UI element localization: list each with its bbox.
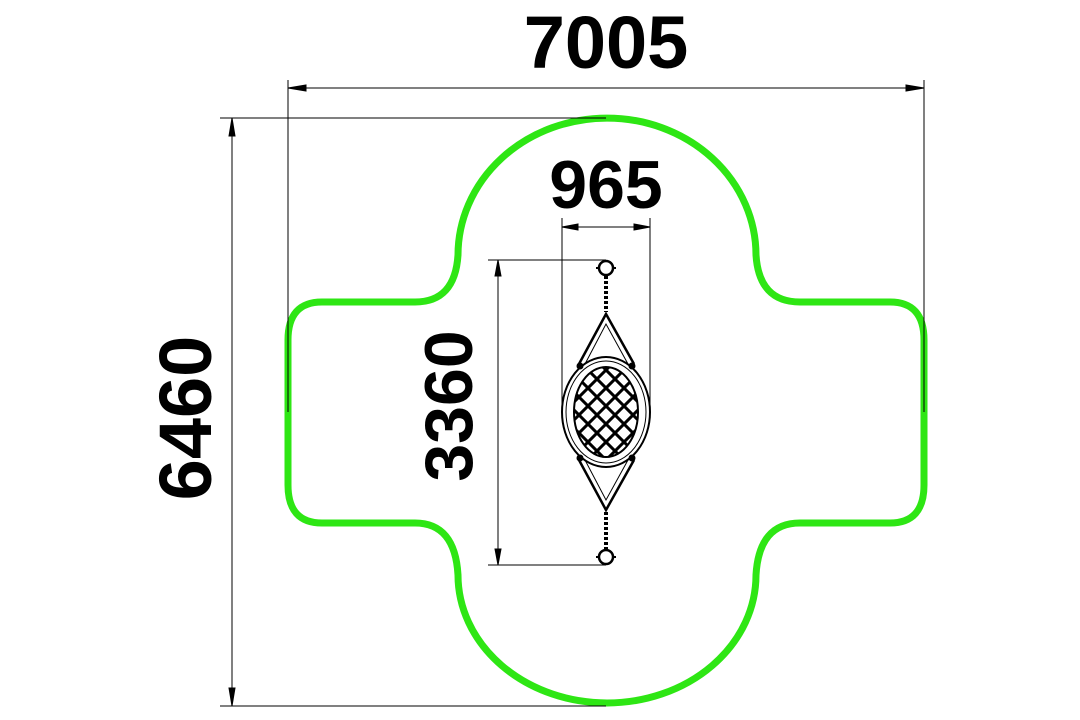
seat-width-arrow-left (561, 223, 579, 231)
height-dimension (220, 117, 606, 707)
bottom-rope (577, 459, 636, 513)
seat-width-dimension-label: 965 (549, 147, 662, 223)
height-dimension-label: 6460 (144, 336, 227, 501)
width-arrow-left (287, 84, 307, 92)
height-arrow-bottom (228, 687, 236, 707)
width-dimension (287, 80, 925, 412)
seat-outer-ring (561, 356, 651, 468)
seat-net (574, 367, 638, 457)
seat-length-dimension (488, 259, 606, 566)
bottom-rope-inner (584, 459, 629, 502)
width-dimension-label: 7005 (524, 1, 689, 84)
top-rope (577, 311, 636, 365)
seat-length-arrow-bottom (494, 548, 502, 566)
seat-width-arrow-right (633, 223, 651, 231)
safety-zone-outline (284, 114, 928, 707)
seat-attachment-top-right (628, 362, 636, 370)
width-arrow-right (905, 84, 925, 92)
top-hanger-ring (597, 259, 615, 277)
seat-width-dimension (561, 218, 651, 412)
seat-middle-ring (565, 360, 647, 464)
top-rope-inner (584, 322, 629, 365)
seat-attachment-top-left (576, 362, 584, 370)
nest-swing (561, 259, 651, 566)
bottom-hanger-ring (597, 548, 615, 566)
height-arrow-top (228, 117, 236, 137)
seat-length-dimension-label: 3360 (411, 330, 487, 481)
seat-attachment-bottom-right (628, 454, 636, 462)
seat-length-arrow-top (494, 259, 502, 277)
